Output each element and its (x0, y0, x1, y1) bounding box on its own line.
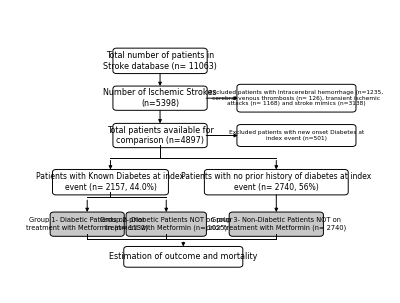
FancyBboxPatch shape (237, 125, 356, 146)
Text: Total patients available for
comparison (n=4897): Total patients available for comparison … (107, 126, 214, 145)
Text: Group 1- Diabetic Patients on prior
treatment with Metformin (n= 1132): Group 1- Diabetic Patients on prior trea… (26, 218, 148, 231)
Text: Group 2- Diabetic Patients NOT on prior
treatment with Metformin (n= 1025): Group 2- Diabetic Patients NOT on prior … (100, 218, 232, 231)
FancyBboxPatch shape (113, 86, 207, 110)
FancyBboxPatch shape (124, 246, 243, 267)
Text: Patients with Known Diabetes at index
event (n= 2157, 44.0%): Patients with Known Diabetes at index ev… (36, 172, 184, 192)
Text: Excluded patients with Intracerebral hemorrhage (n=1235,
cerebral venous thrombo: Excluded patients with Intracerebral hem… (209, 90, 384, 106)
Text: Group 3- Non-Diabetic Patients NOT on
prior treatment with Metformin (n= 2740): Group 3- Non-Diabetic Patients NOT on pr… (206, 218, 346, 231)
Text: Excluded patients with new onset Diabetes at
index event (n=501): Excluded patients with new onset Diabete… (229, 130, 364, 141)
FancyBboxPatch shape (113, 48, 207, 74)
Text: Patients with no prior history of diabetes at index
event (n= 2740, 56%): Patients with no prior history of diabet… (181, 172, 372, 192)
FancyBboxPatch shape (113, 123, 207, 148)
FancyBboxPatch shape (52, 169, 168, 195)
FancyBboxPatch shape (126, 212, 206, 236)
Text: Estimation of outcome and mortality: Estimation of outcome and mortality (109, 252, 258, 261)
FancyBboxPatch shape (50, 212, 124, 236)
Text: Total number of patients in
Stroke database (n= 11063): Total number of patients in Stroke datab… (103, 51, 217, 71)
FancyBboxPatch shape (204, 169, 348, 195)
Text: Number of Ischemic Strokes
(n=5398): Number of Ischemic Strokes (n=5398) (103, 88, 217, 108)
FancyBboxPatch shape (229, 212, 324, 236)
FancyBboxPatch shape (237, 84, 356, 112)
